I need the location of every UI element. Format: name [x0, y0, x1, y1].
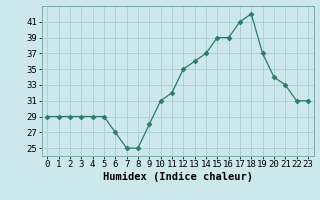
X-axis label: Humidex (Indice chaleur): Humidex (Indice chaleur) — [103, 172, 252, 182]
